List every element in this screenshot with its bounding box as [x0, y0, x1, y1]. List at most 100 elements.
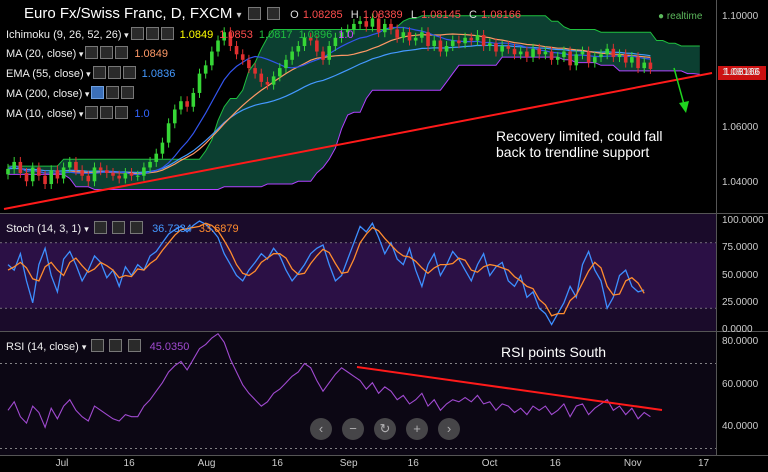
symbol-title[interactable]: Euro Fx/Swiss Franc, D, FXCM — [24, 5, 233, 22]
indicator-legend-5[interactable]: MA (10, close) ▾ 1.0 — [6, 106, 150, 121]
indicator-dropdown-icon[interactable]: ▾ — [82, 89, 90, 99]
gear-icon[interactable] — [266, 7, 280, 20]
candle-body — [333, 37, 338, 47]
candle-body — [623, 54, 628, 63]
indicator-gear-icon[interactable] — [106, 86, 120, 99]
candle-body — [407, 32, 412, 41]
rsi-label[interactable]: RSI (14, close) — [6, 341, 79, 353]
indicator-close-icon[interactable] — [160, 27, 174, 40]
trendline-support — [3, 72, 713, 210]
stoch-axis-tick: 0.0000 — [722, 324, 753, 335]
rsi-close-icon[interactable] — [127, 339, 141, 352]
candle-body — [203, 65, 208, 74]
indicator-close-icon[interactable] — [121, 86, 135, 99]
indicator-legend-1[interactable]: Ichimoku (9, 26, 52, 26) ▾ 1.0849 1.0853 1.… — [6, 27, 354, 42]
candle-body — [259, 73, 264, 82]
candle-body — [191, 92, 196, 107]
candle-body — [210, 51, 214, 66]
indicator-label[interactable]: EMA (55, close) — [6, 68, 84, 80]
candle-body — [6, 168, 10, 175]
rsi-dropdown-icon[interactable]: ▾ — [81, 342, 87, 352]
candle-body — [67, 161, 72, 168]
indicator-label[interactable]: MA (10, close) — [6, 108, 77, 120]
zoom-in-button[interactable]: + — [406, 418, 428, 440]
candle-body — [580, 51, 585, 55]
indicator-label[interactable]: MA (20, close) — [6, 48, 77, 60]
candle-body — [222, 32, 226, 41]
candle-body — [389, 23, 393, 30]
scroll-right-button[interactable]: › — [438, 418, 460, 440]
candle-body — [135, 175, 140, 177]
candle-body — [160, 142, 165, 154]
candle-body — [284, 59, 288, 69]
indicator-label[interactable]: Ichimoku (9, 26, 52, 26) — [6, 29, 122, 41]
rsi-legend[interactable]: RSI (14, close) ▾ 45.0350 — [6, 339, 189, 354]
candle-body — [86, 175, 91, 182]
high-label: H — [350, 9, 359, 21]
indicator-settings-icon[interactable] — [91, 86, 105, 99]
stoch-settings-icon[interactable] — [93, 221, 107, 234]
indicator-gear-icon[interactable] — [100, 46, 114, 59]
settings-icon[interactable] — [247, 7, 261, 20]
reset-chart-button[interactable]: ↻ — [374, 418, 396, 440]
candle-body — [370, 18, 375, 27]
time-axis-tick: 16 — [271, 458, 283, 469]
candle-body — [512, 48, 517, 55]
indicator-settings-icon[interactable] — [92, 66, 106, 79]
candle-body — [247, 59, 251, 69]
rsi-annotation: RSI points South — [501, 344, 607, 360]
candle-body — [617, 54, 622, 58]
candle-body — [30, 167, 35, 182]
indicator-settings-icon[interactable] — [85, 106, 99, 119]
candle-body — [49, 170, 54, 185]
symbol-dropdown-icon[interactable]: ▾ — [236, 10, 242, 21]
stoch-gear-icon[interactable] — [111, 221, 125, 234]
indicator-gear-icon[interactable] — [100, 106, 114, 119]
indicator-legend-2[interactable]: MA (20, close) ▾ 1.0849 — [6, 46, 168, 61]
rsi-settings-icon[interactable] — [91, 339, 105, 352]
candle-body — [129, 172, 134, 176]
indicator-value: 1.0853 — [219, 29, 253, 41]
indicator-value: 1.0 — [134, 108, 150, 120]
indicator-value: 1.0 — [338, 29, 354, 41]
indicator-close-icon[interactable] — [115, 106, 129, 119]
candle-body — [525, 51, 529, 58]
candle-body — [142, 167, 146, 176]
indicator-close-icon[interactable] — [115, 46, 129, 59]
candle-body — [43, 175, 47, 185]
indicator-label[interactable]: MA (200, close) — [6, 88, 83, 100]
indicator-gear-icon[interactable] — [145, 27, 159, 40]
candle-body — [605, 48, 609, 55]
indicator-settings-icon[interactable] — [85, 46, 99, 59]
stoch-legend[interactable]: Stoch (14, 3, 1) ▾ 36.7334 33.6879 — [6, 221, 239, 236]
stoch-close-icon[interactable] — [130, 221, 143, 234]
candle-body — [234, 46, 239, 55]
candle-body — [315, 40, 319, 52]
stoch-dropdown-icon[interactable]: ▾ — [84, 224, 89, 234]
indicator-legend-3[interactable]: EMA (55, close) ▾ 1.0836 — [6, 66, 175, 81]
rsi-gear-icon[interactable] — [109, 339, 123, 352]
candle-body — [648, 62, 653, 69]
candle-body — [543, 51, 548, 55]
indicator-dropdown-icon[interactable]: ▾ — [121, 30, 129, 40]
indicator-dropdown-icon[interactable]: ▾ — [76, 49, 84, 59]
zoom-out-button[interactable]: − — [342, 418, 364, 440]
time-axis-tick: Nov — [623, 458, 642, 469]
candle-body — [593, 57, 597, 63]
candle-body — [74, 161, 78, 171]
candle-body — [55, 170, 60, 179]
indicator-close-icon[interactable] — [122, 66, 136, 79]
indicator-dropdown-icon[interactable]: ▾ — [83, 69, 91, 79]
candle-body — [382, 23, 387, 33]
indicator-dropdown-icon[interactable]: ▾ — [76, 109, 84, 119]
indicator-gear-icon[interactable] — [107, 66, 121, 79]
candle-body — [364, 21, 369, 27]
indicator-settings-icon[interactable] — [130, 27, 144, 40]
scroll-left-button[interactable]: ‹ — [310, 418, 332, 440]
indicator-legend-4[interactable]: MA (200, close) ▾ — [6, 86, 135, 101]
chart-title[interactable]: Euro Fx/Swiss Franc, D, FXCM ▾ O 1.08285… — [24, 5, 521, 23]
stoch-label[interactable]: Stoch (14, 3, 1) — [6, 223, 82, 235]
candle-body — [537, 48, 542, 55]
candle-body — [105, 170, 109, 173]
